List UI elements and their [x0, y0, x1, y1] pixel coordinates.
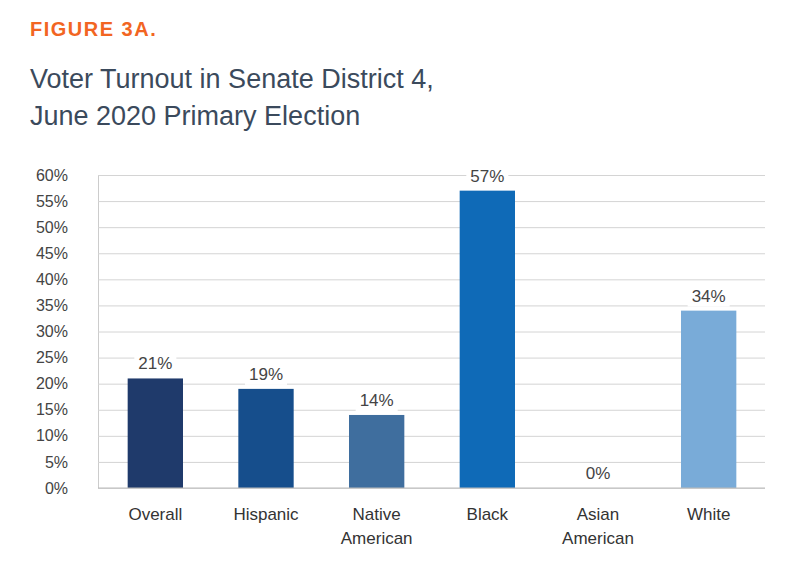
grid-line: [98, 410, 765, 411]
data-label: 57%: [470, 167, 504, 186]
x-tick-label: Overall: [128, 505, 182, 524]
figure-label: FIGURE 3A.: [30, 18, 157, 40]
y-tick-label: 60%: [36, 167, 68, 184]
data-labels: 21% 19% 14% 57% 0% 34%: [134, 166, 729, 484]
y-tick-label: 50%: [36, 219, 68, 236]
bar: [681, 311, 736, 488]
bar: [128, 378, 183, 488]
y-tick-label: 15%: [36, 401, 68, 418]
grid-line: [98, 279, 765, 280]
data-label: 0%: [586, 464, 611, 483]
x-tick-label-line: Asian: [577, 505, 620, 524]
x-tick: White: [687, 488, 730, 524]
y-tick-label: 20%: [36, 375, 68, 392]
x-tick-label-line: American: [562, 529, 634, 548]
y-tick-label: 0%: [45, 480, 68, 497]
data-label: 19%: [249, 365, 283, 384]
grid-line: [98, 384, 765, 385]
y-tick-label: 5%: [45, 454, 68, 471]
grid-line: [98, 436, 765, 437]
x-tick: Black: [467, 488, 509, 524]
grid-line: [98, 227, 765, 228]
data-label-background: [582, 463, 615, 484]
x-tick-label: Asian American: [562, 505, 634, 548]
x-tick-label: White: [687, 505, 730, 524]
title: June 2020 Primary Election: [30, 101, 360, 131]
grid-line: [98, 305, 765, 306]
data-label: 14%: [360, 391, 394, 410]
y-tick: 45%: [36, 245, 765, 262]
x-tick-label-line: Native: [353, 505, 401, 524]
data-label-background: [245, 364, 287, 385]
grid-line: [98, 358, 765, 359]
grid-line: [98, 253, 765, 254]
data-label-group: 21%: [134, 353, 176, 374]
x-tick: Native American: [341, 488, 413, 548]
y-tick: 60%: [36, 167, 765, 184]
bar: [460, 191, 515, 488]
x-axis: OverallHispanicNativeAmericanBlackAsianA…: [98, 488, 765, 548]
x-tick-label: Black: [467, 505, 509, 524]
y-tick-label: 10%: [36, 427, 68, 444]
data-label-background: [466, 166, 508, 187]
x-tick: Asian American: [562, 488, 634, 548]
y-tick: 40%: [36, 271, 765, 288]
title: Voter Turnout in Senate District 4,: [30, 64, 434, 94]
y-tick-label: 40%: [36, 271, 68, 288]
y-tick-label: 30%: [36, 323, 68, 340]
y-tick-label: 55%: [36, 193, 68, 210]
y-tick: 35%: [36, 297, 765, 314]
y-tick-label: 35%: [36, 297, 68, 314]
x-tick-label: Native American: [341, 505, 413, 548]
bar: [349, 415, 404, 488]
chart: FIGURE 3A. Voter Turnout in Senate Distri…: [0, 0, 798, 578]
data-label: 34%: [692, 287, 726, 306]
x-tick: Hispanic: [233, 488, 299, 524]
bars: [128, 191, 737, 488]
data-label-group: 34%: [688, 286, 730, 307]
grid-line: [98, 332, 765, 333]
y-tick-label: 25%: [36, 349, 68, 366]
x-tick: Overall: [128, 488, 182, 524]
data-label: 21%: [138, 354, 172, 373]
y-tick: 50%: [36, 219, 765, 236]
data-label-group: 14%: [356, 390, 398, 411]
grid-line: [98, 488, 765, 489]
x-tick-label-line: American: [341, 529, 413, 548]
y-tick: 55%: [36, 193, 765, 210]
data-label-background: [134, 353, 176, 374]
grid-line: [98, 201, 765, 202]
data-label-background: [688, 286, 730, 307]
y-tick-label: 45%: [36, 245, 68, 262]
grid-line: [98, 462, 765, 463]
data-label-group: 19%: [245, 364, 287, 385]
data-label-background: [356, 390, 398, 411]
x-tick-label: Hispanic: [233, 505, 299, 524]
bar: [238, 389, 293, 488]
data-label-group: 0%: [582, 463, 615, 484]
grid-line: [98, 175, 765, 176]
y-tick: 30%: [36, 323, 765, 340]
data-label-group: 57%: [466, 166, 508, 187]
x-axis-line: [98, 488, 765, 489]
y-axis: 0% 5% 10% 15% 20% 25% 30% 35% 40% 45% 50% 55% 60%: [36, 167, 765, 497]
